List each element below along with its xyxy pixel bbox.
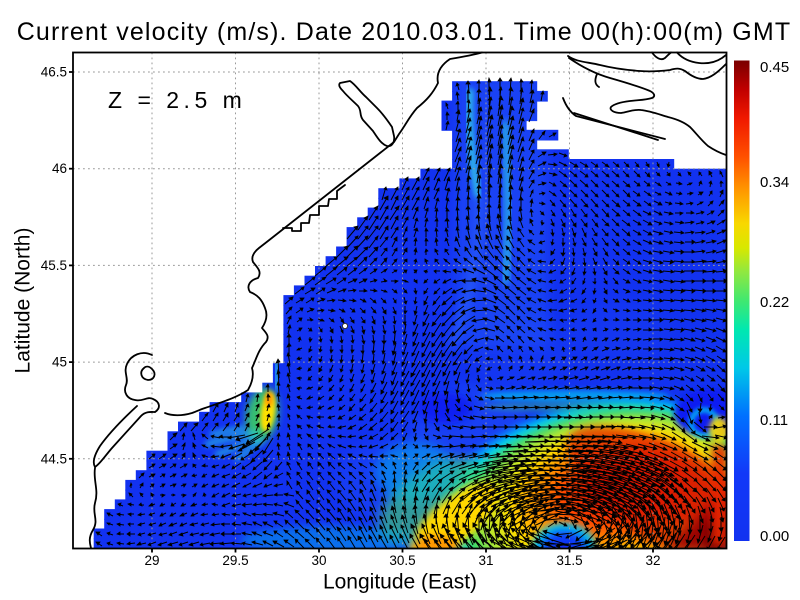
svg-text:31.5: 31.5 xyxy=(556,553,582,568)
svg-text:30: 30 xyxy=(311,553,326,568)
svg-text:0.34: 0.34 xyxy=(760,174,789,191)
svg-text:45.5: 45.5 xyxy=(41,258,67,273)
svg-text:0.00: 0.00 xyxy=(760,528,789,545)
svg-text:Longitude (East): Longitude (East) xyxy=(323,571,477,594)
svg-text:29.5: 29.5 xyxy=(222,553,248,568)
svg-text:31: 31 xyxy=(478,553,493,568)
svg-text:29: 29 xyxy=(144,553,159,568)
svg-text:0.45: 0.45 xyxy=(760,59,789,76)
svg-text:44.5: 44.5 xyxy=(41,451,67,466)
svg-text:32: 32 xyxy=(645,553,660,568)
svg-text:0.11: 0.11 xyxy=(760,412,788,429)
svg-text:0.22: 0.22 xyxy=(760,294,789,311)
svg-text:Z = 2.5 m: Z = 2.5 m xyxy=(108,87,246,113)
svg-text:Current velocity (m/s). Date 2: Current velocity (m/s). Date 2010.03.01.… xyxy=(17,18,792,46)
svg-text:46: 46 xyxy=(52,161,67,176)
svg-text:30.5: 30.5 xyxy=(389,553,415,568)
svg-text:46.5: 46.5 xyxy=(41,65,67,80)
svg-text:Latitude (North): Latitude (North) xyxy=(12,228,35,374)
svg-text:45: 45 xyxy=(52,355,67,370)
